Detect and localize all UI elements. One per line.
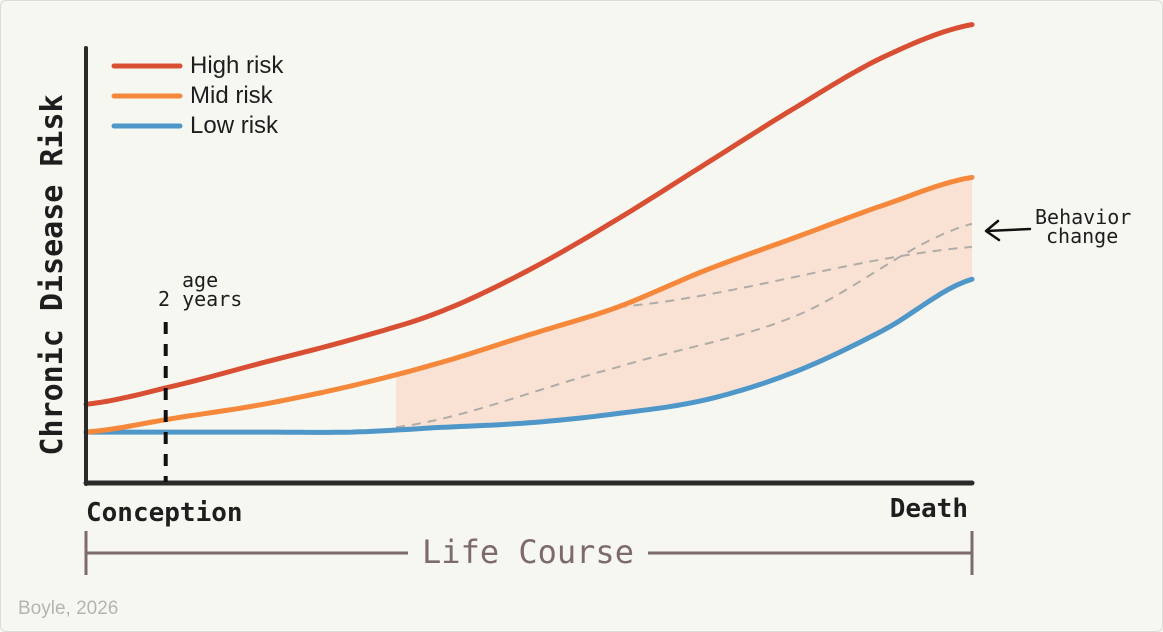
age-marker-label-line2: 2 years bbox=[158, 287, 242, 311]
age-marker-label-line1: age bbox=[182, 268, 218, 292]
behavior-change-band bbox=[396, 177, 973, 430]
behavior-change-annotation: Behavior change bbox=[984, 205, 1131, 248]
x-tick-label-end: Death bbox=[890, 494, 968, 524]
x-axis-title: Life Course bbox=[422, 533, 634, 571]
behavior-change-path-1 bbox=[617, 245, 973, 309]
behavior-change-label-line1: Behavior bbox=[1035, 205, 1131, 229]
legend-label-low: Low risk bbox=[190, 112, 279, 139]
series-line-low-risk bbox=[83, 276, 975, 435]
behavior-change-arrow bbox=[984, 219, 1032, 242]
series-line-mid-risk bbox=[83, 174, 975, 435]
series-line-high-risk bbox=[83, 22, 975, 407]
behavior-change-label-line2: change bbox=[1046, 224, 1118, 248]
behavior-change-paths bbox=[395, 222, 973, 429]
credit-text: Boyle, 2026 bbox=[18, 598, 118, 619]
series-lines bbox=[83, 22, 975, 435]
legend-label-high: High risk bbox=[190, 52, 284, 79]
behavior-change-path-2 bbox=[395, 222, 973, 429]
x-tick-label-start: Conception bbox=[86, 498, 243, 528]
legend: High risk Mid risk Low risk bbox=[111, 52, 284, 139]
legend-label-mid: Mid risk bbox=[190, 82, 274, 109]
y-axis-title: Chronic Disease Risk bbox=[35, 94, 70, 455]
